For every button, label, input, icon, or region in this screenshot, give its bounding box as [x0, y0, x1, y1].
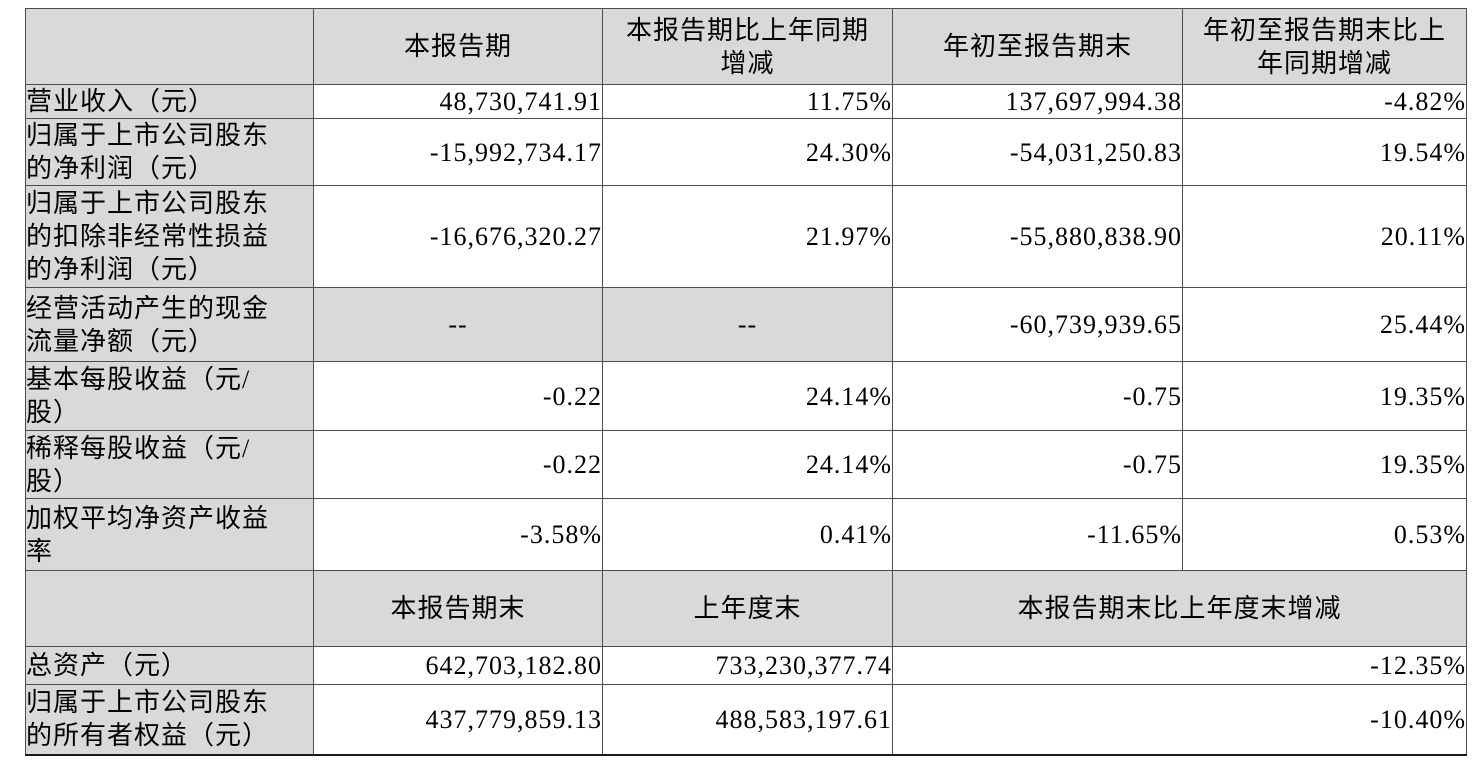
cell-value: 48,730,741.91: [313, 84, 603, 119]
row-label: 稀释每股收益（元/ 股）: [25, 430, 314, 499]
table-row-diluted-eps: 稀释每股收益（元/ 股） -0.22 24.14% -0.75 19.35%: [25, 430, 1467, 499]
cell-value: 24.30%: [602, 118, 893, 186]
table-row-equity: 归属于上市公司股东 的所有者权益（元） 437,779,859.13 488,5…: [25, 684, 1467, 755]
col-header-ytd: 年初至报告期末: [892, 8, 1183, 85]
cell-value: -16,676,320.27: [313, 185, 603, 288]
cell-value: -0.22: [313, 361, 603, 431]
cell-value: 642,703,182.80: [313, 646, 603, 685]
cell-value: 19.35%: [1182, 361, 1467, 431]
cell-value: 11.75%: [602, 84, 893, 119]
header-row-period: 本报告期 本报告期比上年同期 增减 年初至报告期末 年初至报告期末比上 年同期增…: [25, 8, 1467, 85]
col-header-current-period: 本报告期: [313, 8, 603, 85]
row-label: 营业收入（元）: [25, 84, 314, 119]
row-label: 加权平均净资产收益 率: [25, 498, 314, 571]
table-row-revenue: 营业收入（元） 48,730,741.91 11.75% 137,697,994…: [25, 84, 1467, 119]
row-label: 归属于上市公司股东 的扣除非经常性损益 的净利润（元）: [25, 185, 314, 288]
financial-summary-table: 本报告期 本报告期比上年同期 增减 年初至报告期末 年初至报告期末比上 年同期增…: [25, 8, 1467, 756]
table-row-net-profit: 归属于上市公司股东 的净利润（元） -15,992,734.17 24.30% …: [25, 118, 1467, 186]
cell-value: -11.65%: [892, 498, 1183, 571]
corner-cell: [25, 570, 314, 647]
row-label: 归属于上市公司股东 的净利润（元）: [25, 118, 314, 186]
cell-value: -0.75: [892, 361, 1183, 431]
col-header-yoy-change: 本报告期比上年同期 增减: [602, 8, 893, 85]
cell-value: 24.14%: [602, 430, 893, 499]
cell-value: 24.14%: [602, 361, 893, 431]
cell-value: 19.35%: [1182, 430, 1467, 499]
col-header-prev-year-end: 上年度末: [602, 570, 893, 647]
cell-value: 137,697,994.38: [892, 84, 1183, 119]
cell-value: -15,992,734.17: [313, 118, 603, 186]
cell-value: 21.97%: [602, 185, 893, 288]
cell-value: 19.54%: [1182, 118, 1467, 186]
cell-value: 25.44%: [1182, 287, 1467, 362]
table-row-weighted-avg-roe: 加权平均净资产收益 率 -3.58% 0.41% -11.65% 0.53%: [25, 498, 1467, 571]
cell-value: -60,739,939.65: [892, 287, 1183, 362]
cell-value: 488,583,197.61: [602, 684, 893, 755]
cell-value-na: --: [313, 287, 603, 362]
cell-value: 20.11%: [1182, 185, 1467, 288]
table-row-operating-cash-flow: 经营活动产生的现金 流量净额（元） -- -- -60,739,939.65 2…: [25, 287, 1467, 362]
cell-value: -0.75: [892, 430, 1183, 499]
table-row-basic-eps: 基本每股收益（元/ 股） -0.22 24.14% -0.75 19.35%: [25, 361, 1467, 431]
cell-value: 733,230,377.74: [602, 646, 893, 685]
cell-value: 437,779,859.13: [313, 684, 603, 755]
row-label: 经营活动产生的现金 流量净额（元）: [25, 287, 314, 362]
cell-value-change: -10.40%: [892, 684, 1467, 755]
row-label: 总资产（元）: [25, 646, 314, 685]
table-row-net-profit-excl-nonrecurring: 归属于上市公司股东 的扣除非经常性损益 的净利润（元） -16,676,320.…: [25, 185, 1467, 288]
cell-value: 0.53%: [1182, 498, 1467, 571]
col-header-ytd-yoy-change: 年初至报告期末比上 年同期增减: [1182, 8, 1467, 85]
cell-value: -0.22: [313, 430, 603, 499]
cell-value: -55,880,838.90: [892, 185, 1183, 288]
cell-value: -3.58%: [313, 498, 603, 571]
header-row-period-end: 本报告期末 上年度末 本报告期末比上年度末增减: [25, 570, 1467, 647]
cell-value-change: -12.35%: [892, 646, 1467, 685]
cell-value: -4.82%: [1182, 84, 1467, 119]
cell-value-na: --: [602, 287, 893, 362]
corner-cell: [25, 8, 314, 85]
table-row-total-assets: 总资产（元） 642,703,182.80 733,230,377.74 -12…: [25, 646, 1467, 685]
row-label: 归属于上市公司股东 的所有者权益（元）: [25, 684, 314, 755]
col-header-period-end: 本报告期末: [313, 570, 603, 647]
cell-value: -54,031,250.83: [892, 118, 1183, 186]
cell-value: 0.41%: [602, 498, 893, 571]
row-label: 基本每股收益（元/ 股）: [25, 361, 314, 431]
col-header-period-end-change: 本报告期末比上年度末增减: [892, 570, 1467, 647]
